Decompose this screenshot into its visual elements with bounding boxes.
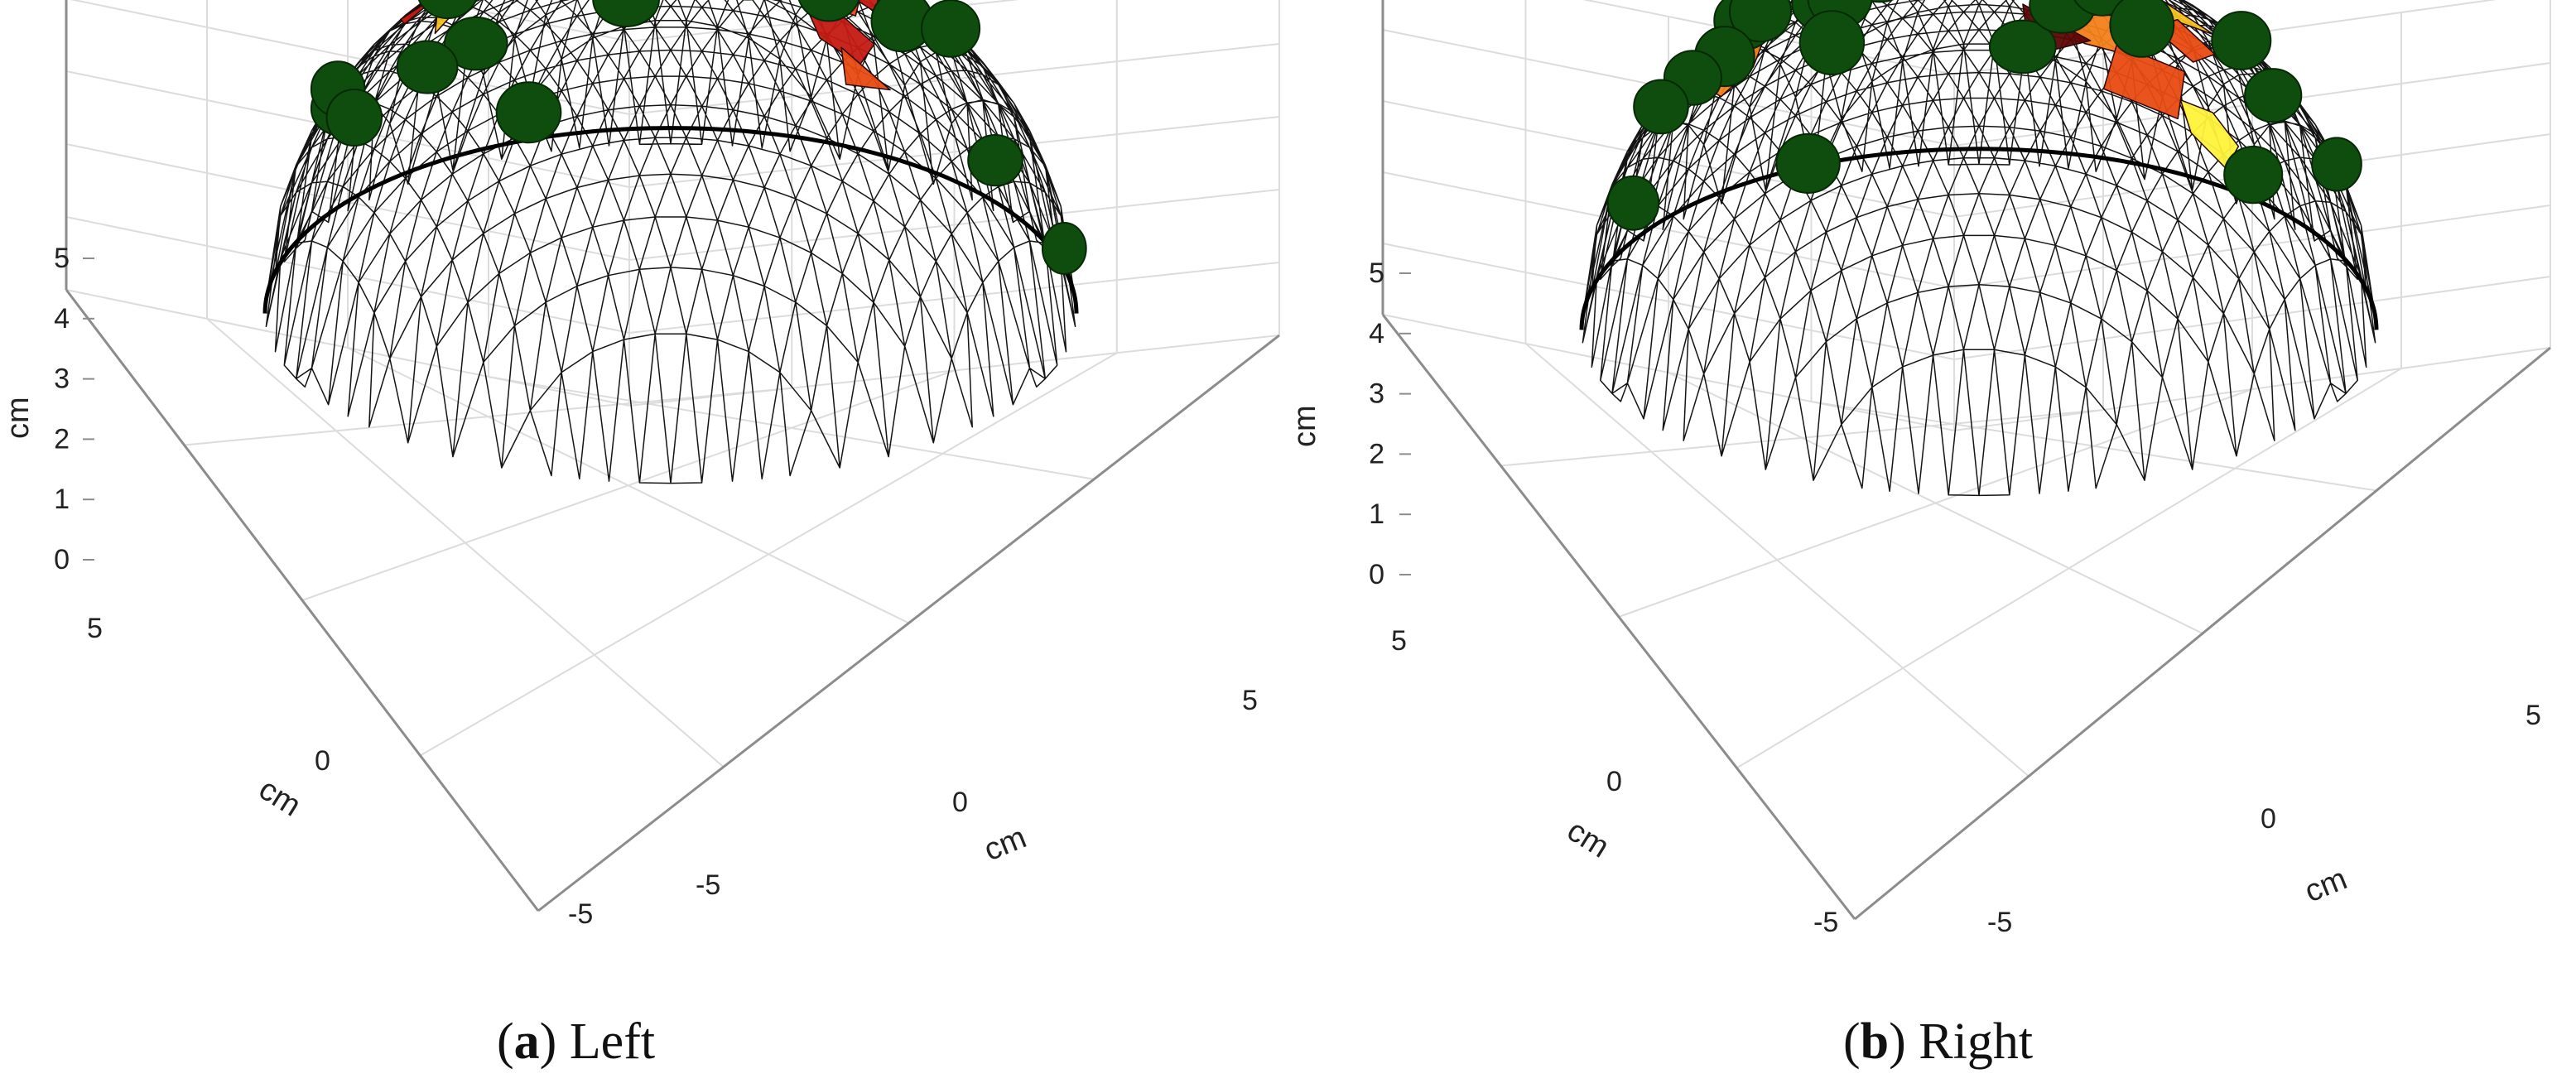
y-tick-label: 0	[1606, 766, 1622, 797]
x-tick-label: -5	[1987, 907, 2012, 938]
electrode	[2223, 146, 2284, 205]
y-axis-line	[1381, 314, 1856, 920]
mesh-triangles	[265, 0, 1076, 484]
y-tick-label: -5	[568, 898, 593, 930]
activation-patch	[2179, 99, 2240, 170]
grid-line	[488, 376, 1095, 480]
electrode	[444, 16, 508, 71]
axes-box	[65, 0, 1280, 912]
electrode	[325, 89, 383, 147]
y-tick-label: 5	[1391, 625, 1407, 657]
electrode	[1041, 222, 1087, 275]
activation-patch	[840, 46, 891, 91]
caption-b-letter: b	[1860, 1013, 1890, 1070]
axes-box	[1381, 0, 2551, 921]
electrode	[967, 134, 1023, 187]
electrode	[2244, 68, 2303, 123]
z-tick-label: 0	[54, 544, 70, 575]
z-axis-label: cm	[1288, 405, 1322, 447]
z-tick-label: 3	[54, 363, 70, 395]
panel-b-right-hemisphere: 0 1 2 3 4 5 -5 0 5 -5 0 5 cm cm cm	[1288, 0, 2551, 938]
z-tick-label: 2	[1369, 438, 1384, 469]
z-tick-label: 0	[1369, 559, 1384, 590]
dome-rim	[1579, 147, 2379, 330]
y-axis-label: cm	[1561, 813, 1615, 864]
electrode	[417, 0, 478, 20]
z-axis-label: cm	[1, 397, 36, 439]
x-axis-label: cm	[980, 820, 1032, 868]
grid-line	[1811, 401, 2377, 492]
hemisphere-mesh	[265, 0, 1076, 484]
electrode	[1866, 0, 1894, 3]
electrode	[396, 40, 459, 94]
z-tick-label: 5	[1369, 258, 1384, 289]
grid-line	[1736, 368, 2402, 769]
electrode	[1728, 0, 1793, 43]
panel-a-left-hemisphere: 0 1 2 3 4 5 -5 0 5 -5 0 5 cm cm cm	[1, 0, 1280, 930]
electrode	[2311, 137, 2362, 192]
grid-line	[301, 369, 955, 601]
z-tick-label: 5	[54, 243, 70, 274]
z-tick-label: 4	[54, 303, 70, 335]
x-tick-label: 0	[952, 787, 968, 818]
caption-b-label: Right	[1919, 1013, 2034, 1070]
x-tick-label: 5	[2525, 700, 2541, 731]
electrode	[495, 81, 562, 144]
y-tick-label: 0	[315, 745, 330, 777]
y-tick-label: -5	[1813, 907, 1838, 938]
electrode	[2211, 11, 2272, 70]
y-axis-label: cm	[253, 772, 306, 823]
electrode	[1798, 10, 1866, 75]
z-tick-label: 2	[54, 423, 70, 455]
electrode	[592, 0, 660, 27]
x-tick-label: 0	[2261, 803, 2276, 835]
electrode	[1633, 79, 1689, 135]
x-axis-line	[1854, 346, 2551, 921]
electrode	[921, 0, 981, 58]
electrode	[1606, 175, 1660, 231]
y-axis-line	[65, 289, 540, 912]
z-tick-label: 1	[54, 484, 70, 515]
electrodes	[1606, 0, 2362, 231]
dome-rim	[262, 126, 1079, 314]
electrode	[1775, 132, 1841, 194]
caption-a-label: Left	[569, 1013, 656, 1070]
electrode	[2109, 0, 2175, 58]
y-tick-label: 5	[87, 613, 103, 644]
x-axis-label: cm	[2300, 861, 2352, 909]
grid-line	[419, 352, 1118, 757]
x-tick-label: 5	[1242, 685, 1258, 716]
caption-b: (b) Right	[1843, 1013, 2034, 1070]
z-tick-label: 4	[1369, 318, 1384, 349]
grid-line	[1618, 388, 2253, 618]
electrodes	[310, 0, 1087, 275]
z-tick-label: 3	[1369, 378, 1384, 410]
electrode	[797, 0, 860, 22]
x-axis-line	[537, 334, 1280, 912]
electrode	[1988, 19, 2057, 75]
x-tick-label: -5	[696, 869, 720, 901]
caption-a: (a) Left	[497, 1013, 656, 1070]
z-tick-label: 1	[1369, 498, 1384, 530]
caption-a-letter: a	[513, 1013, 540, 1070]
